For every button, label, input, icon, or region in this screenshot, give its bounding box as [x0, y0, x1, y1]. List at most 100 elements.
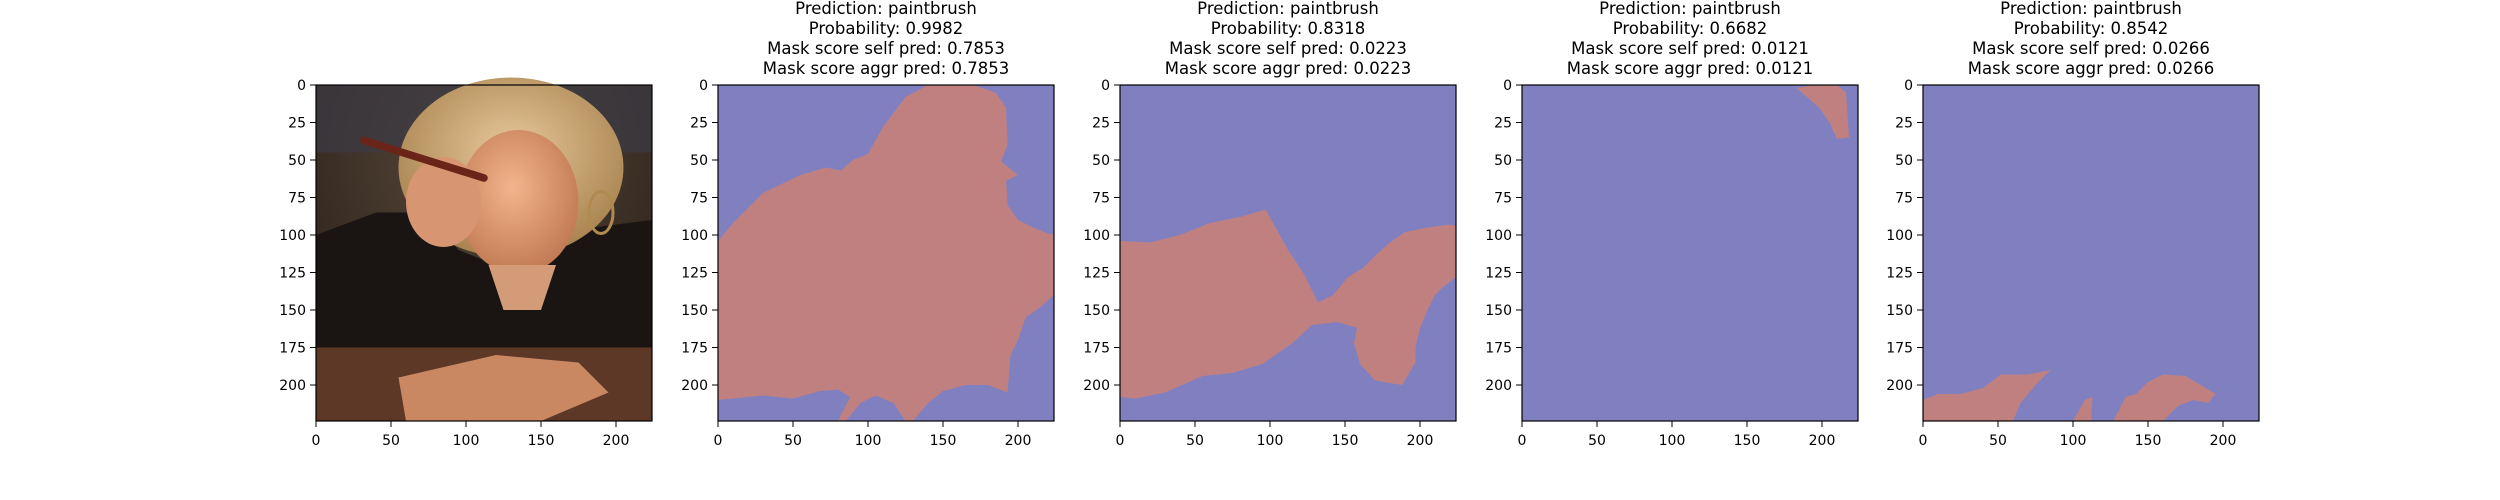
y-tick-label: 125: [1485, 266, 1512, 282]
x-tick-label: 150: [1332, 433, 1359, 449]
x-tick-label: 50: [784, 433, 802, 449]
x-tick-label: 100: [2060, 433, 2087, 449]
panel-4: 0 50 100 150 200 0 25 50 75 100 125 150 175 200 Predic…: [1485, 0, 1859, 449]
axes-frame: [1119, 84, 1457, 422]
panel-1: 0 50 100 150 200 0 25 50 75 100 125 150 175 200: [279, 77, 653, 449]
panel-title-line-1: Prediction: paintbrush: [1599, 0, 1781, 18]
y-tick-label: 100: [1485, 228, 1512, 244]
y-tick-label: 125: [279, 266, 306, 282]
y-tick-label: 75: [690, 191, 708, 207]
y-tick-label: 25: [1092, 116, 1110, 132]
x-tick-label: 150: [1734, 433, 1761, 449]
x-tick-label: 100: [1257, 433, 1284, 449]
y-tick-label: 50: [1494, 153, 1512, 169]
x-tick-label: 50: [1989, 433, 2007, 449]
y-tick-label: 200: [1083, 378, 1110, 394]
y-tick-label: 0: [1503, 78, 1512, 94]
mask-region-1: [718, 85, 1054, 421]
x-tick-label: 100: [855, 433, 882, 449]
panel-title-line-2: Probability: 0.8318: [1211, 19, 1366, 38]
panel-title-line-2: Probability: 0.6682: [1613, 19, 1768, 38]
y-tick-label: 100: [681, 228, 708, 244]
x-tick-label: 200: [603, 433, 630, 449]
panel-2: 0 50 100 150 200 0 25 50 75 100 125 150 175 200 Predic…: [681, 0, 1055, 449]
y-tick-label: 50: [690, 153, 708, 169]
x-tick-label: 200: [1809, 433, 1836, 449]
y-tick-label: 200: [1485, 378, 1512, 394]
panel-title-line-2: Probability: 0.8542: [2014, 19, 2169, 38]
y-tick-label: 175: [1083, 341, 1110, 357]
x-tick-label: 200: [2210, 433, 2237, 449]
y-tick-label: 175: [1886, 341, 1913, 357]
mask-background: [1522, 85, 1858, 421]
x-tick-label: 50: [382, 433, 400, 449]
x-tick-label: 200: [1005, 433, 1032, 449]
y-tick-label: 200: [1886, 378, 1913, 394]
x-tick-label: 150: [528, 433, 555, 449]
x-tick-label: 150: [930, 433, 957, 449]
photo-raised-hand: [406, 157, 481, 247]
y-tick-label: 100: [1083, 228, 1110, 244]
y-tick-label: 125: [1886, 266, 1913, 282]
y-tick-label: 50: [288, 153, 306, 169]
y-tick-label: 75: [1494, 191, 1512, 207]
mask-region-3: [2113, 374, 2216, 421]
y-tick-label: 0: [1904, 78, 1913, 94]
y-tick-label: 150: [681, 303, 708, 319]
axes-frame: [315, 84, 653, 422]
y-tick-label: 100: [1886, 228, 1913, 244]
y-tick-label: 75: [1895, 191, 1913, 207]
mask-region-1: [1120, 209, 1456, 399]
photo-face: [458, 130, 579, 274]
panel-title-line-3: Mask score self pred: 0.0223: [1169, 39, 1407, 58]
y-tick-label: 100: [279, 228, 306, 244]
y-tick-label: 75: [288, 191, 306, 207]
panel-title-line-4: Mask score aggr pred: 0.0223: [1165, 59, 1411, 78]
y-tick-label: 125: [681, 266, 708, 282]
y-tick-label: 25: [1494, 116, 1512, 132]
x-tick-label: 200: [1407, 433, 1434, 449]
photo-paintbrush: [360, 136, 488, 182]
y-tick-label: 175: [681, 341, 708, 357]
mask-region-2: [2073, 397, 2093, 421]
mask-region-1: [1923, 370, 2051, 421]
x-tick-label: 0: [1116, 433, 1125, 449]
x-tick-label: 50: [1186, 433, 1204, 449]
panel-5: 0 50 100 150 200 0 25 50 75 100 125 150 175 200 Predic…: [1886, 0, 2260, 449]
y-tick-label: 50: [1092, 153, 1110, 169]
y-tick-label: 0: [699, 78, 708, 94]
y-tick-label: 0: [1101, 78, 1110, 94]
x-tick-label: 0: [312, 433, 321, 449]
panel-title-line-3: Mask score self pred: 0.0266: [1972, 39, 2210, 58]
panel-title-line-4: Mask score aggr pred: 0.7853: [763, 59, 1009, 78]
panel-title-line-1: Prediction: paintbrush: [795, 0, 977, 18]
panel-title-line-4: Mask score aggr pred: 0.0121: [1567, 59, 1813, 78]
x-tick-label: 50: [1588, 433, 1606, 449]
axes-frame: [1922, 84, 2260, 422]
panel-title-line-3: Mask score self pred: 0.7853: [767, 39, 1005, 58]
y-tick-label: 200: [279, 378, 306, 394]
x-tick-label: 0: [1518, 433, 1527, 449]
y-tick-label: 150: [279, 303, 306, 319]
y-tick-label: 175: [1485, 341, 1512, 357]
panel-title-line-1: Prediction: paintbrush: [1197, 0, 1379, 18]
photo-neck: [488, 265, 556, 310]
y-tick-label: 25: [690, 116, 708, 132]
panel-title-line-3: Mask score self pred: 0.0121: [1571, 39, 1809, 58]
y-tick-label: 25: [1895, 116, 1913, 132]
y-tick-label: 150: [1886, 303, 1913, 319]
y-tick-label: 25: [288, 116, 306, 132]
y-tick-label: 0: [297, 78, 306, 94]
mask-region-2: [995, 157, 1018, 183]
x-tick-label: 0: [1919, 433, 1928, 449]
y-tick-label: 200: [681, 378, 708, 394]
y-tick-label: 150: [1485, 303, 1512, 319]
y-tick-label: 150: [1083, 303, 1110, 319]
mask-region-1: [1796, 85, 1849, 139]
photo-lower-hand: [398, 355, 609, 421]
y-tick-label: 75: [1092, 191, 1110, 207]
panel-title-line-1: Prediction: paintbrush: [2000, 0, 2182, 18]
y-tick-label: 125: [1083, 266, 1110, 282]
axes-frame: [717, 84, 1055, 422]
